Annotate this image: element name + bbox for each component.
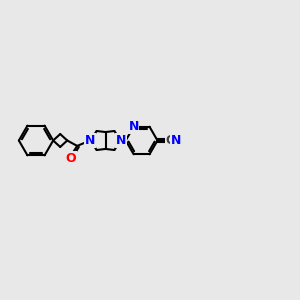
Text: N: N: [128, 120, 139, 133]
Text: N: N: [85, 134, 95, 147]
Text: O: O: [65, 152, 76, 165]
Text: N: N: [171, 134, 181, 147]
Text: C: C: [166, 134, 174, 147]
Text: N: N: [116, 134, 126, 147]
